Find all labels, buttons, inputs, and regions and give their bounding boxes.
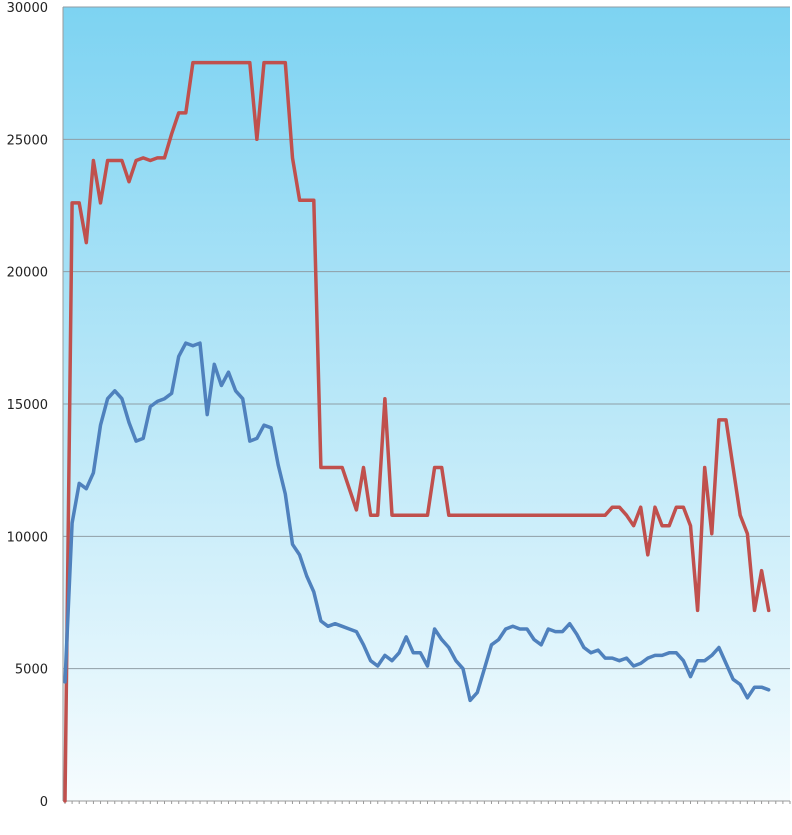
y-tick-label: 5000 <box>15 663 48 678</box>
series-line-1 <box>63 60 771 803</box>
y-tick-label: 20000 <box>7 266 48 281</box>
y-tick-label: 0 <box>40 795 48 810</box>
y-tick-label: 25000 <box>7 133 48 148</box>
series-layer <box>63 60 771 803</box>
y-tick-label: 30000 <box>7 1 48 16</box>
series-line-2 <box>63 341 771 703</box>
gridlines <box>63 6 790 670</box>
y-axis-tick-labels: 0 5000 10000 15000 20000 25000 30000 <box>7 1 48 810</box>
y-tick-label: 15000 <box>7 398 48 413</box>
y-tick-label: 10000 <box>7 530 48 545</box>
